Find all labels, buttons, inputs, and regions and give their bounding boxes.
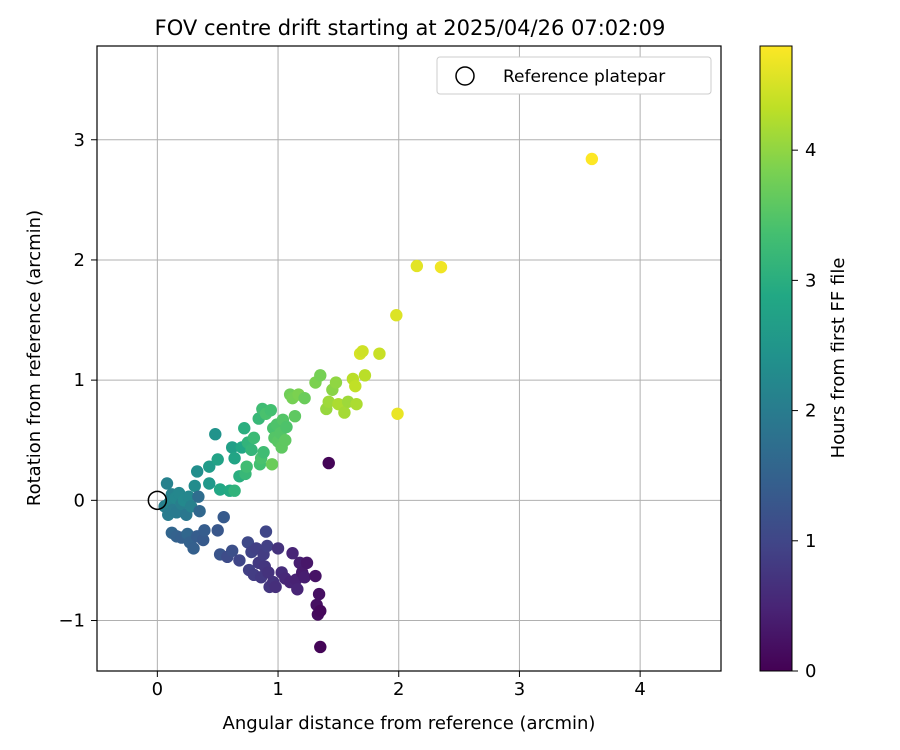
x-tick-label: 2	[393, 679, 404, 700]
data-point	[286, 547, 299, 560]
colorbar-tick-label: 3	[805, 270, 816, 291]
data-point	[265, 458, 279, 471]
y-tick-label: 0	[74, 490, 85, 511]
data-point	[322, 456, 335, 470]
data-point	[312, 587, 326, 601]
data-point	[279, 434, 292, 447]
data-point	[288, 409, 302, 423]
data-point	[280, 420, 293, 434]
data-point	[225, 441, 239, 454]
data-point	[211, 453, 224, 466]
data-point	[247, 431, 261, 445]
data-point	[262, 566, 275, 579]
y-axis-ticks: −1 0 1 2 3	[58, 130, 97, 632]
data-point	[192, 490, 205, 503]
data-point	[225, 544, 239, 558]
data-point	[182, 490, 195, 503]
data-point	[187, 542, 200, 555]
data-point	[356, 345, 369, 358]
data-point	[245, 443, 258, 457]
data-point	[203, 477, 216, 490]
data-point	[233, 554, 246, 567]
data-point	[198, 524, 211, 537]
data-point	[349, 379, 362, 393]
x-tick-label: 3	[514, 679, 525, 700]
data-point	[160, 477, 174, 490]
data-point	[314, 604, 327, 618]
y-tick-label: 3	[74, 130, 85, 151]
data-point	[259, 525, 273, 538]
y-tick-label: 2	[74, 250, 85, 271]
x-axis-label: Angular distance from reference (arcmin)	[223, 713, 596, 734]
data-points	[158, 152, 599, 654]
data-point	[322, 395, 335, 408]
data-point	[358, 369, 372, 382]
x-tick-label: 4	[634, 679, 645, 700]
data-point	[410, 259, 424, 273]
data-point	[260, 539, 274, 553]
data-point	[298, 391, 311, 405]
data-point	[271, 542, 285, 555]
y-tick-label: 1	[74, 370, 85, 391]
legend-marker	[455, 66, 475, 86]
data-point	[300, 556, 314, 570]
data-point	[228, 484, 241, 497]
data-point	[269, 580, 282, 594]
data-point	[188, 479, 201, 493]
data-point	[197, 533, 210, 547]
data-point	[373, 347, 386, 360]
data-point	[338, 406, 351, 419]
reference-platepar-marker	[147, 490, 168, 511]
data-point	[314, 640, 327, 654]
data-point	[217, 510, 230, 524]
y-tick-label: −1	[58, 611, 85, 632]
data-point	[193, 504, 206, 518]
plot-frame	[96, 45, 722, 672]
reference-marker	[147, 490, 168, 511]
y-axis-label: Rotation from reference (arcmin)	[24, 210, 45, 506]
data-point	[240, 460, 253, 473]
legend-label: Reference platepar	[503, 67, 665, 87]
colorbar-tick-label: 4	[805, 140, 816, 161]
x-tick-label: 0	[152, 679, 163, 700]
colorbar: 0 1 2 3 4 Hours from first FF file	[759, 45, 849, 682]
data-point	[434, 260, 448, 274]
data-point	[211, 524, 224, 537]
data-point	[238, 422, 251, 435]
x-tick-label: 1	[272, 679, 283, 700]
data-point	[203, 460, 216, 473]
data-point	[329, 376, 343, 389]
colorbar-tick-label: 1	[805, 531, 816, 552]
legend-box	[436, 56, 712, 95]
data-point	[314, 369, 327, 382]
data-point	[213, 483, 227, 496]
data-point	[291, 583, 304, 596]
data-point	[264, 403, 278, 417]
data-point	[350, 397, 363, 411]
data-point	[390, 309, 403, 322]
colorbar-gradient	[759, 45, 793, 672]
data-point	[257, 446, 270, 459]
data-point	[298, 571, 311, 584]
data-point	[391, 407, 404, 420]
data-point	[228, 452, 241, 465]
data-point	[190, 465, 204, 478]
grid	[97, 46, 721, 671]
legend: Reference platepar	[436, 56, 712, 95]
colorbar-tick-label: 2	[805, 401, 816, 422]
colorbar-label: Hours from first FF file	[828, 258, 849, 459]
data-point	[309, 569, 322, 583]
data-point	[209, 428, 222, 441]
chart-title: FOV centre drift starting at 2025/04/26 …	[155, 16, 666, 40]
colorbar-tick-label: 0	[805, 661, 816, 682]
data-point	[585, 152, 599, 166]
colorbar-ticks: 0 1 2 3 4	[792, 140, 816, 682]
x-axis-ticks: 0 1 2 3 4	[152, 671, 646, 700]
